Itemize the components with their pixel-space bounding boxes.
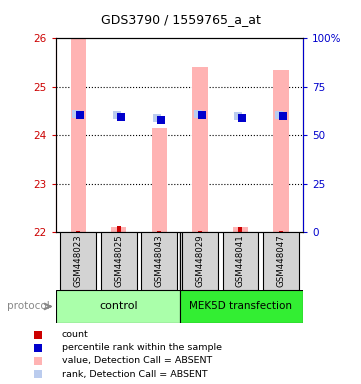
Bar — [273, 70, 289, 232]
Text: rank, Detection Call = ABSENT: rank, Detection Call = ABSENT — [62, 370, 208, 379]
Text: percentile rank within the sample: percentile rank within the sample — [62, 343, 222, 352]
Point — [240, 115, 245, 121]
Text: GSM448029: GSM448029 — [195, 235, 204, 288]
Bar — [76, 231, 80, 232]
Point — [35, 332, 41, 338]
Point — [199, 112, 205, 118]
Text: GSM448043: GSM448043 — [155, 235, 164, 288]
Bar — [101, 232, 136, 290]
Point — [35, 344, 41, 351]
Bar — [70, 38, 86, 232]
Text: value, Detection Call = ABSENT: value, Detection Call = ABSENT — [62, 356, 212, 366]
Point — [35, 371, 41, 377]
Text: GSM448025: GSM448025 — [114, 235, 123, 288]
Bar — [263, 232, 299, 290]
Point — [155, 115, 160, 121]
Point — [280, 113, 286, 119]
Text: protocol: protocol — [7, 301, 50, 311]
Bar — [279, 231, 283, 232]
Bar — [233, 227, 248, 232]
Point — [235, 113, 241, 119]
Bar — [182, 232, 218, 290]
Point — [195, 111, 201, 117]
Text: control: control — [100, 301, 138, 311]
Bar — [56, 290, 180, 323]
Text: GSM448041: GSM448041 — [236, 235, 245, 288]
Bar — [238, 227, 243, 232]
Text: GSM448047: GSM448047 — [277, 235, 286, 288]
Bar — [198, 231, 202, 232]
Point — [158, 117, 164, 123]
Bar — [117, 226, 121, 232]
Point — [35, 358, 41, 364]
Bar — [60, 232, 96, 290]
Text: GSM448023: GSM448023 — [74, 235, 83, 288]
Bar — [157, 231, 161, 232]
Point — [114, 113, 119, 119]
Point — [118, 114, 124, 120]
Bar — [142, 232, 177, 290]
Bar — [223, 232, 258, 290]
Text: GDS3790 / 1559765_a_at: GDS3790 / 1559765_a_at — [101, 13, 260, 26]
Point — [73, 111, 79, 117]
Point — [77, 112, 83, 118]
Bar — [111, 227, 126, 232]
Text: count: count — [62, 330, 89, 339]
Bar — [180, 290, 303, 323]
Point — [276, 112, 282, 118]
Text: MEK5D transfection: MEK5D transfection — [189, 301, 292, 311]
Bar — [152, 128, 167, 232]
Bar — [192, 66, 208, 232]
